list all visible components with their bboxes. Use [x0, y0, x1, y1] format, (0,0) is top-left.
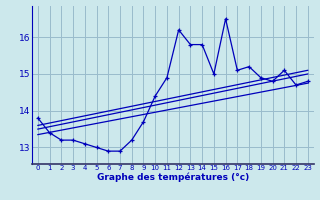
X-axis label: Graphe des températures (°c): Graphe des températures (°c) [97, 173, 249, 182]
